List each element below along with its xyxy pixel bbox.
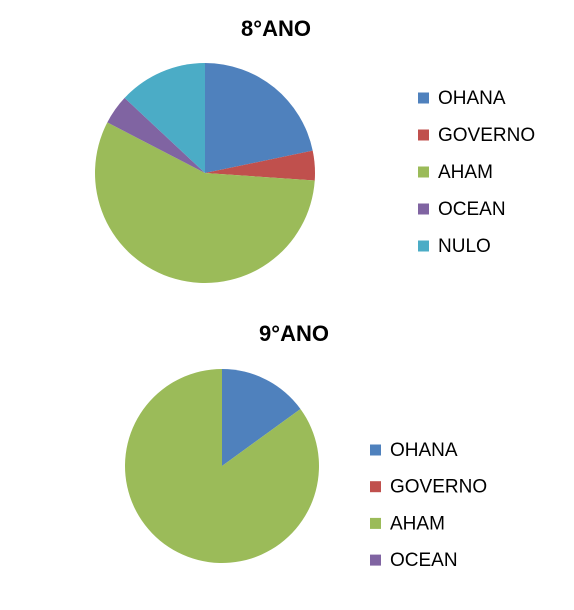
pie-slice	[94, 122, 315, 284]
chart-title: 9°ANO	[259, 321, 329, 346]
pie-slice	[205, 63, 313, 173]
legend-label: NULO	[438, 236, 491, 257]
legend-swatch	[370, 517, 381, 529]
legend-label: OCEAN	[438, 199, 506, 220]
pie-slice	[107, 97, 205, 173]
pie-slice	[124, 63, 205, 173]
legend-label: AHAM	[390, 513, 445, 534]
legend-label: AHAM	[438, 162, 493, 183]
legend-swatch	[418, 129, 429, 141]
legend-swatch	[370, 554, 381, 566]
legend-label: GOVERNO	[438, 125, 535, 146]
legend-label: OHANA	[390, 440, 458, 461]
legend-swatch	[418, 166, 429, 178]
legend-swatch	[418, 203, 429, 215]
pie-slice	[124, 369, 319, 564]
legend-label: GOVERNO	[390, 477, 487, 498]
pie-slice	[222, 369, 301, 466]
chart-title: 8°ANO	[241, 16, 311, 41]
legend-label: OHANA	[438, 88, 506, 109]
legend-swatch	[370, 481, 381, 493]
pie-slice	[205, 150, 315, 181]
legend-label: OCEAN	[390, 550, 458, 571]
legend-swatch	[418, 92, 429, 104]
legend-swatch	[370, 444, 381, 456]
legend-swatch	[418, 240, 429, 252]
